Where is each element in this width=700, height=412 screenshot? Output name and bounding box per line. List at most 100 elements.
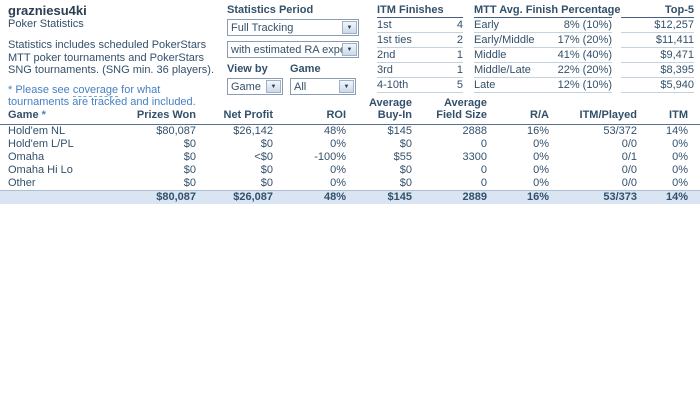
profile-block: grazniesu4ki Poker Statistics Statistics… bbox=[8, 4, 226, 109]
itm-cell: 0% bbox=[672, 164, 688, 176]
top5-row: $5,940 bbox=[621, 78, 694, 93]
avg-buyin-cell: $0 bbox=[399, 164, 412, 176]
ra-cell: 0% bbox=[533, 177, 549, 189]
column-header-itm: ITM bbox=[637, 97, 700, 125]
mtt-avg-row: Middle 41% (40%) bbox=[474, 48, 612, 63]
chevron-down-icon[interactable]: ▼ bbox=[342, 43, 357, 56]
ra-expense-select[interactable]: with estimated RA expe ▼ bbox=[227, 41, 359, 58]
statistics-period-label: Statistics Period bbox=[227, 4, 314, 16]
totals-roi-cell: 48% bbox=[273, 190, 346, 204]
finish-value: 5 bbox=[456, 79, 463, 91]
net-profit-cell: $26,142 bbox=[233, 125, 273, 137]
finish-label: 4-10th bbox=[377, 79, 409, 91]
game-cell: Hold'em NL bbox=[8, 125, 66, 137]
header-label: Average bbox=[368, 97, 412, 109]
note-text: * Please see bbox=[8, 83, 73, 96]
itm-played-cell: 0/0 bbox=[621, 164, 637, 176]
finish-label: 1st bbox=[377, 19, 392, 31]
chevron-down-icon[interactable]: ▼ bbox=[342, 21, 357, 34]
footnote-asterisk: * bbox=[41, 109, 46, 121]
avg-field-size-cell: 2888 bbox=[462, 125, 487, 137]
totals-net-profit-cell: $26,087 bbox=[196, 190, 273, 204]
itm-cell: 0% bbox=[672, 177, 688, 189]
statistics-description: Statistics includes scheduled PokerStars… bbox=[8, 39, 226, 77]
column-header-roi: ROI bbox=[273, 97, 346, 125]
column-header-itm-played: ITM/Played bbox=[549, 97, 637, 125]
prizes-won-cell: $0 bbox=[183, 177, 196, 189]
roi-cell: 0% bbox=[330, 164, 346, 176]
avg-field-size-cell: 0 bbox=[480, 138, 487, 150]
view-by-select[interactable]: Game ▼ bbox=[227, 78, 283, 95]
player-name: grazniesu4ki bbox=[8, 3, 87, 18]
header-label: Game bbox=[8, 109, 39, 121]
itm-finishes-table: ITM Finishes 1st 4 1st ties 2 2nd 1 3rd 1 4-… bbox=[377, 4, 463, 93]
game-filter-value: All bbox=[294, 81, 307, 93]
avg-buyin-cell: $55 bbox=[393, 151, 412, 163]
top5-value: $9,471 bbox=[660, 49, 694, 61]
itm-finishes-row: 2nd 1 bbox=[377, 48, 463, 63]
totals-avg-buyin-cell: $145 bbox=[346, 190, 412, 204]
finish-label: 3rd bbox=[377, 64, 393, 76]
game-filter-label: Game bbox=[290, 63, 321, 75]
table-row: Other $0 $0 0% $0 0 0% 0/0 0% bbox=[0, 177, 700, 191]
description-line: Statistics includes scheduled PokerStars bbox=[8, 39, 207, 51]
totals-game-cell bbox=[0, 190, 130, 204]
avg-field-size-cell: 0 bbox=[480, 164, 487, 176]
game-cell: Omaha Hi Lo bbox=[8, 164, 73, 176]
game-cell: Hold'em L/PL bbox=[8, 138, 74, 150]
top5-table: Top-5 $12,257 $11,411 $9,471 $8,395 $5,9… bbox=[621, 4, 694, 93]
itm-cell: 0% bbox=[672, 138, 688, 150]
chevron-down-icon[interactable]: ▼ bbox=[339, 80, 354, 93]
view-by-value: Game bbox=[231, 81, 261, 93]
mtt-avg-finish-title: MTT Avg. Finish Percentage bbox=[474, 4, 621, 18]
itm-cell: 0% bbox=[672, 151, 688, 163]
avg-buyin-cell: $0 bbox=[399, 138, 412, 150]
mtt-avg-row: Middle/Late 22% (20%) bbox=[474, 63, 612, 78]
ra-cell: 16% bbox=[526, 125, 549, 137]
itm-finishes-row: 4-10th 5 bbox=[377, 78, 463, 93]
mtt-avg-row: Late 12% (10%) bbox=[474, 78, 612, 93]
table-row: Hold'em L/PL $0 $0 0% $0 0 0% 0/0 0% bbox=[0, 138, 700, 151]
totals-prizes-won-cell: $80,087 bbox=[130, 190, 196, 204]
column-header-avg-buyin: Average Buy-In bbox=[346, 97, 412, 125]
itm-played-cell: 0/1 bbox=[621, 151, 637, 163]
coverage-link[interactable]: coverage bbox=[72, 83, 119, 97]
stage-value: 41% (40%) bbox=[557, 49, 612, 61]
game-filter-select[interactable]: All ▼ bbox=[290, 78, 356, 95]
stage-label: Late bbox=[474, 79, 496, 91]
chevron-down-icon[interactable]: ▼ bbox=[266, 80, 281, 93]
header-label: Field Size bbox=[436, 109, 487, 121]
mtt-avg-row: Early/Middle 17% (20%) bbox=[474, 33, 612, 48]
itm-played-cell: 53/372 bbox=[603, 125, 637, 137]
itm-played-cell: 0/0 bbox=[621, 177, 637, 189]
finish-value: 1 bbox=[456, 64, 463, 76]
stage-value: 22% (20%) bbox=[557, 64, 612, 76]
description-line: MTT poker tournaments and PokerStars bbox=[8, 51, 205, 64]
totals-itm-played-cell: 53/373 bbox=[549, 190, 637, 204]
top5-title: Top-5 bbox=[621, 4, 694, 18]
itm-finishes-row: 1st ties 2 bbox=[377, 33, 463, 48]
top5-value: $11,411 bbox=[655, 34, 694, 46]
finish-value: 4 bbox=[456, 19, 463, 31]
stage-value: 8% (10%) bbox=[563, 19, 612, 31]
stage-label: Middle/Late bbox=[474, 64, 531, 76]
filters-block: Statistics Period Full Tracking ▼ with e… bbox=[227, 4, 359, 95]
view-by-label: View by bbox=[227, 63, 268, 75]
stage-label: Early/Middle bbox=[474, 34, 535, 46]
itm-finishes-row: 3rd 1 bbox=[377, 63, 463, 78]
top5-row: $9,471 bbox=[621, 48, 694, 63]
column-header-net-profit: Net Profit bbox=[196, 97, 273, 125]
net-profit-cell: <$0 bbox=[254, 151, 273, 163]
roi-cell: 48% bbox=[323, 125, 346, 137]
prizes-won-cell: $0 bbox=[183, 151, 196, 163]
coverage-note-line1: * Please see coverage for what bbox=[8, 83, 226, 97]
finish-label: 2nd bbox=[377, 49, 396, 61]
statistics-period-select[interactable]: Full Tracking ▼ bbox=[227, 19, 359, 36]
description-line: SNG tournaments. (SNG min. 36 players). bbox=[8, 64, 215, 76]
column-header-avg-field-size: Average Field Size bbox=[412, 97, 487, 125]
itm-played-cell: 0/0 bbox=[621, 138, 637, 150]
avg-field-size-cell: 0 bbox=[480, 177, 487, 189]
stage-label: Early bbox=[474, 19, 500, 31]
ra-cell: 0% bbox=[533, 138, 549, 150]
